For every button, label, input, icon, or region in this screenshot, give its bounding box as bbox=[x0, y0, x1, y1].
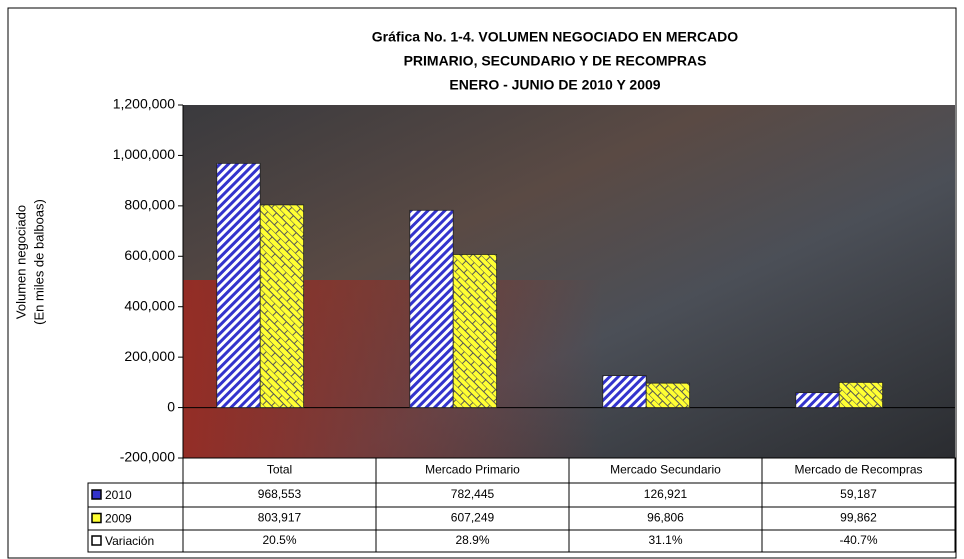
chart-title: Gráfica No. 1-4. VOLUMEN NEGOCIADO EN ME… bbox=[372, 29, 738, 45]
table-cell: 803,917 bbox=[258, 511, 302, 525]
legend-label: Variación bbox=[105, 534, 154, 548]
table-cell: 126,921 bbox=[644, 487, 688, 501]
bar bbox=[216, 162, 261, 408]
y-tick-label: 600,000 bbox=[124, 247, 175, 263]
chart-title: ENERO - JUNIO DE 2010 Y 2009 bbox=[449, 77, 660, 93]
y-tick-label: 1,000,000 bbox=[113, 146, 175, 162]
table-cell: 28.9% bbox=[455, 533, 489, 547]
chart-title: PRIMARIO, SECUNDARIO Y DE RECOMPRAS bbox=[404, 53, 707, 69]
y-axis-label: Volumen negociado bbox=[13, 205, 28, 319]
legend-key bbox=[91, 489, 102, 500]
bar bbox=[645, 382, 691, 408]
table-cell: 59,187 bbox=[840, 487, 877, 501]
table-cell: 607,249 bbox=[451, 511, 495, 525]
bar bbox=[838, 381, 884, 408]
bar bbox=[259, 204, 305, 408]
table-cell: 20.5% bbox=[262, 533, 296, 547]
table-cell: 31.1% bbox=[648, 533, 682, 547]
table-cell: 968,553 bbox=[258, 487, 302, 501]
y-tick-label: 0 bbox=[167, 398, 175, 414]
y-tick-label: 800,000 bbox=[124, 197, 175, 213]
bar bbox=[452, 254, 498, 408]
x-tick-label: Mercado Secundario bbox=[610, 463, 721, 477]
x-tick-label: Mercado Primario bbox=[425, 463, 520, 477]
legend-label: 2010 bbox=[105, 488, 132, 502]
table-cell: 782,445 bbox=[451, 487, 495, 501]
table-cell: 99,862 bbox=[840, 511, 877, 525]
legend-key bbox=[91, 535, 102, 546]
y-tick-label: 400,000 bbox=[124, 297, 175, 313]
table bbox=[87, 482, 184, 553]
bar bbox=[795, 392, 840, 408]
bar bbox=[602, 375, 647, 408]
y-tick-label: 1,200,000 bbox=[113, 96, 175, 112]
y-tick-label: -200,000 bbox=[120, 449, 175, 465]
table-cell: -40.7% bbox=[839, 533, 877, 547]
legend-label: 2009 bbox=[105, 512, 132, 526]
table-cell: 96,806 bbox=[647, 511, 684, 525]
x-tick-label: Total bbox=[267, 463, 292, 477]
y-tick-label: 200,000 bbox=[124, 348, 175, 364]
x-tick-label: Mercado de Recompras bbox=[794, 463, 922, 477]
frame bbox=[7, 7, 957, 559]
bar bbox=[409, 209, 454, 408]
y-axis-label: (En miles de balboas) bbox=[31, 199, 46, 325]
legend-key bbox=[91, 512, 102, 524]
